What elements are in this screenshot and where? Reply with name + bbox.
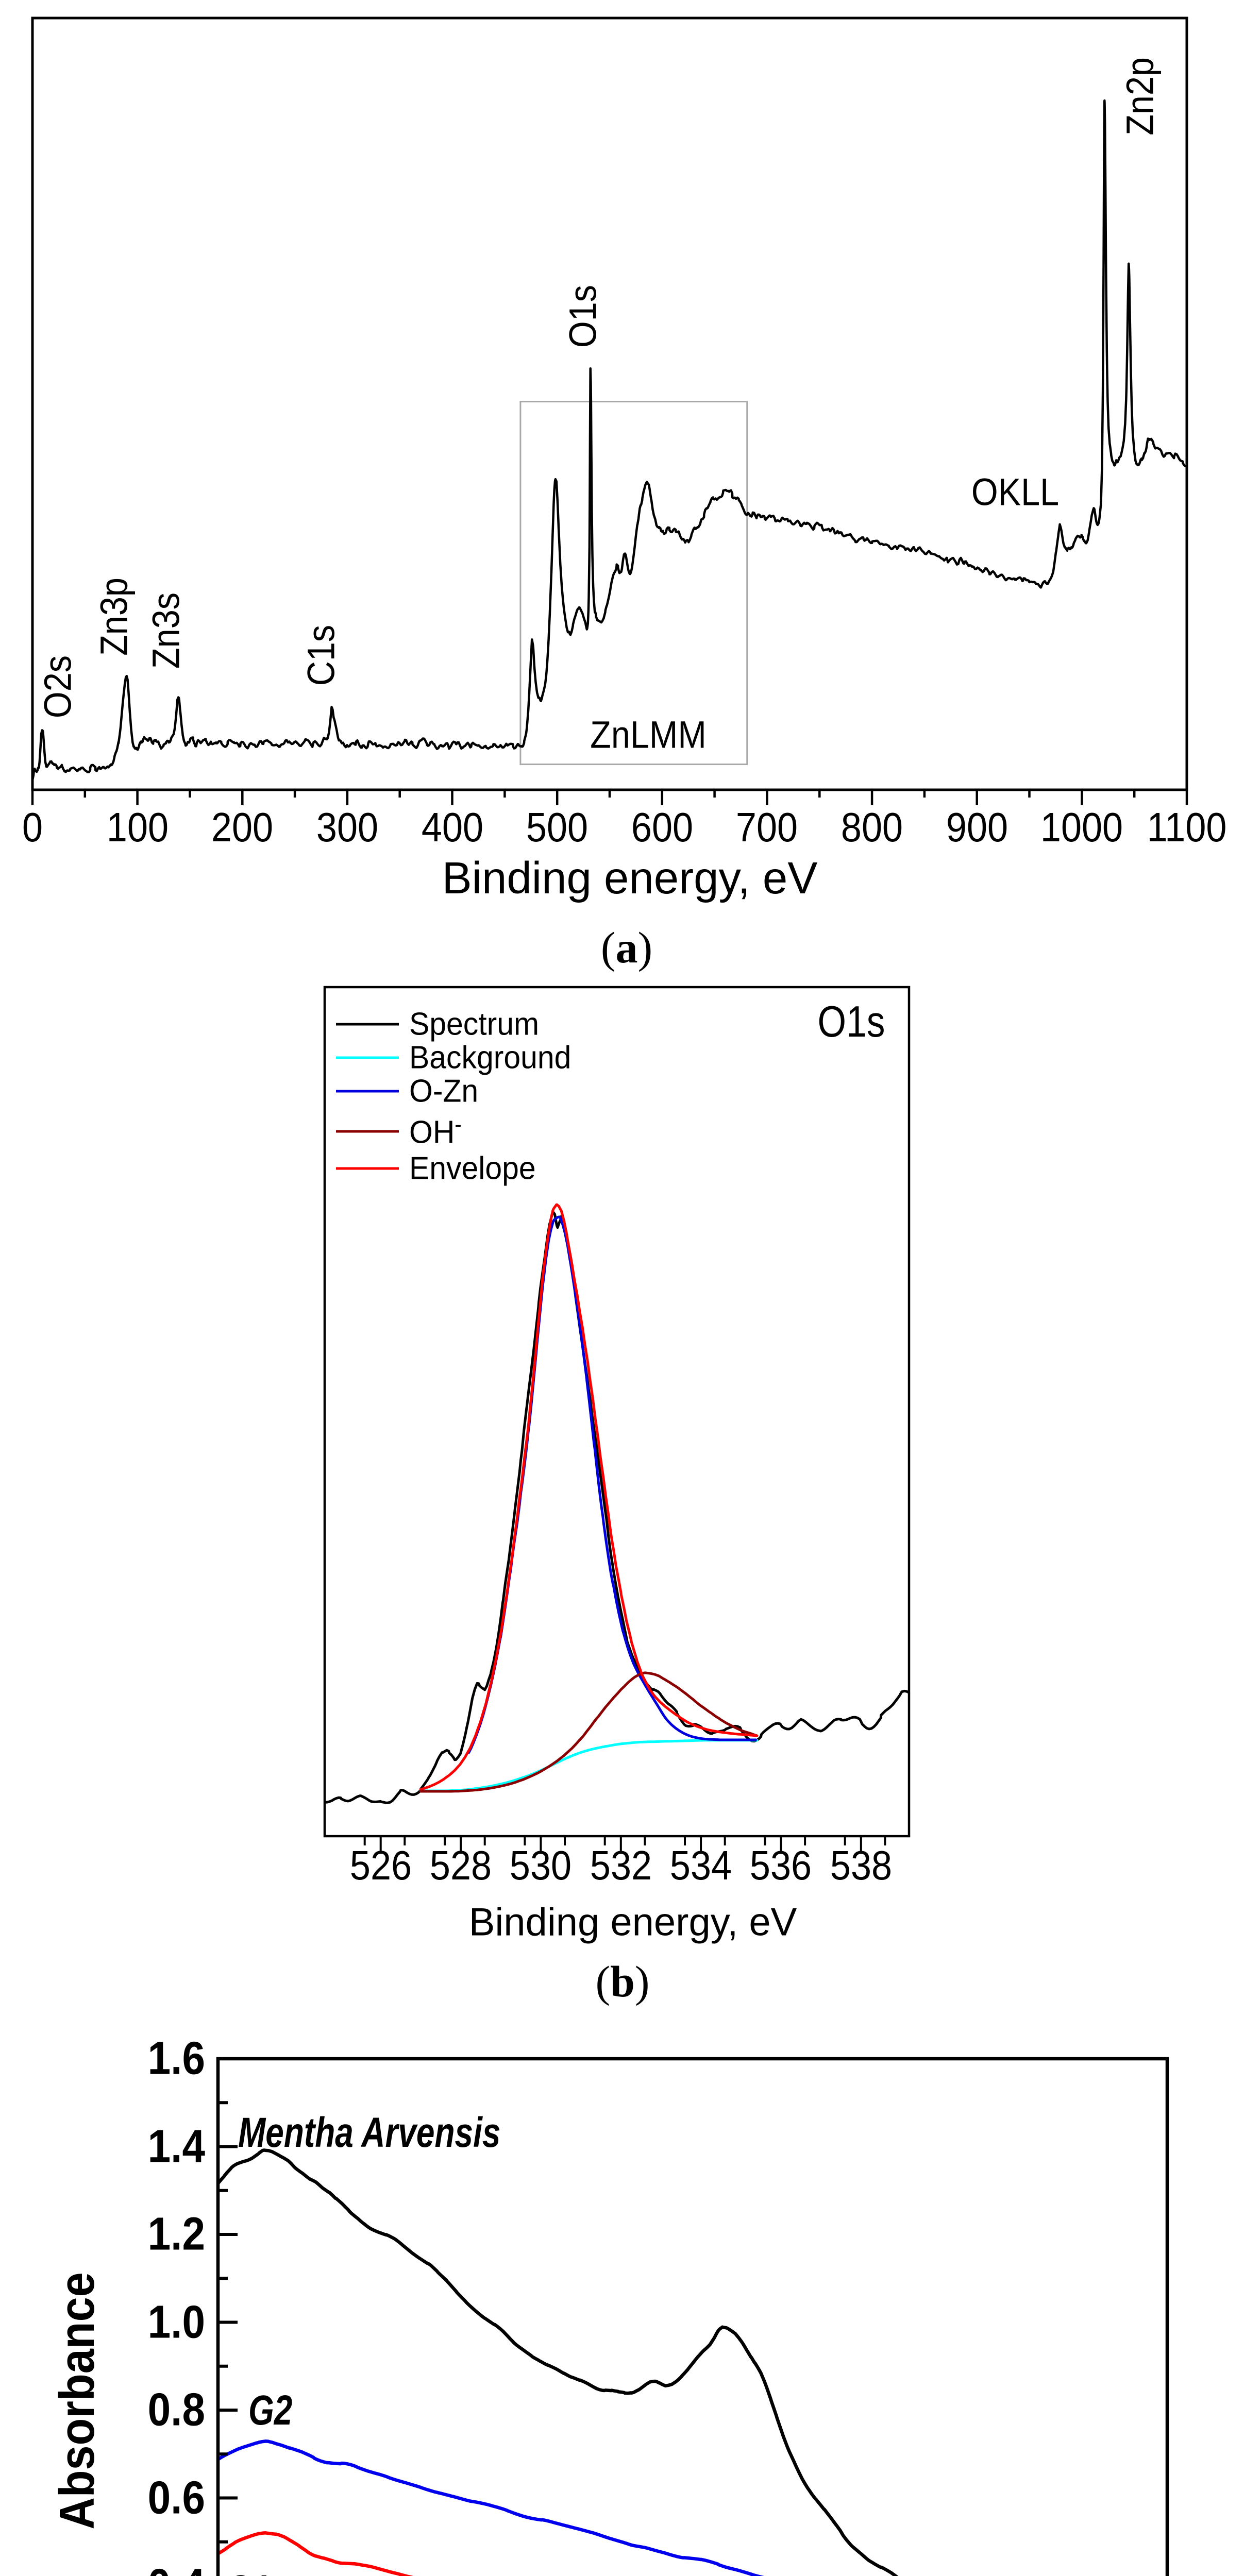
peak-label-o1s: O1s (561, 284, 604, 348)
legend-label-o-zn: O-Zn (409, 1073, 479, 1109)
panel-b-corner-label: O1s (817, 997, 885, 1046)
panel-c-y-axis-title: Absorbance (49, 2272, 105, 2530)
x-tick-label-532: 532 (590, 1842, 652, 1888)
y-tick-label-1.2: 1.2 (147, 2208, 205, 2260)
peak-label-o2s: O2s (36, 655, 79, 719)
legend-label-spectrum: Spectrum (409, 1006, 540, 1042)
panel-b-letter-close: ) (634, 1957, 650, 2006)
x-tick-label-538: 538 (830, 1842, 892, 1888)
y-tick-label-1.6: 1.6 (147, 2032, 205, 2084)
x-tick-label-0: 0 (22, 804, 43, 850)
y-tick-label-0.8: 0.8 (147, 2384, 205, 2436)
x-tick-label-100: 100 (106, 804, 169, 850)
panel-b-letter-char: b (610, 1957, 635, 2006)
y-tick-label-0.6: 0.6 (147, 2472, 205, 2523)
series-oh- (419, 1671, 759, 1793)
panel-a-letter-char: a (615, 923, 638, 972)
panel-a-plot (31, 16, 1188, 805)
legend-label-envelope: Envelope (409, 1150, 536, 1187)
series-g2 (218, 2439, 765, 2576)
peak-label-okll: OKLL (971, 470, 1060, 514)
peak-label-zn3p: Zn3p (92, 578, 136, 656)
x-tick-label-500: 500 (526, 804, 589, 850)
x-tick-label-300: 300 (316, 804, 378, 850)
y-tick-label-0.4: 0.4 (148, 2560, 205, 2576)
x-tick-label-528: 528 (430, 1842, 492, 1888)
x-tick-label-800: 800 (841, 804, 903, 850)
panel-a-letter-open: ( (600, 923, 616, 972)
legend-label-oh: OH- (409, 1112, 462, 1150)
legend-label-oh-superscript: - (455, 1112, 462, 1137)
x-tick-label-400: 400 (421, 804, 483, 850)
panel-b-letter: (b) (595, 1956, 649, 2007)
series-xps-survey-spectrum (32, 99, 1187, 782)
panel-b-letter-open: ( (595, 1957, 611, 2006)
x-tick-label-900: 900 (946, 804, 1008, 850)
series-background (419, 1739, 759, 1792)
peak-label-zn2p: Zn2p (1118, 57, 1162, 135)
x-tick-label-536: 536 (750, 1842, 812, 1888)
y-tick-label-1.4: 1.4 (147, 2121, 205, 2172)
series-envelope (419, 1203, 759, 1791)
x-tick-label-526: 526 (349, 1842, 412, 1888)
series-o-zn (467, 1215, 757, 1754)
panel-a-frame (31, 16, 1188, 791)
panel-b-x-axis-title: Binding energy, eV (468, 1900, 797, 1944)
peak-label-c1s: C1s (299, 624, 343, 686)
x-tick-label-1000: 1000 (1040, 804, 1123, 850)
series-spectrum (325, 1211, 909, 1804)
x-tick-label-700: 700 (736, 804, 798, 850)
x-tick-label-1100: 1100 (1147, 804, 1227, 850)
panel-b-frame (323, 986, 911, 1838)
legend-label-background: Background (409, 1040, 571, 1076)
x-tick-label-530: 530 (510, 1842, 572, 1888)
znlmm-region-box (519, 401, 748, 766)
series-g1 (218, 2531, 414, 2576)
x-tick-label-600: 600 (631, 804, 693, 850)
panel-b-plot (323, 986, 911, 1854)
peak-label-zn3s: Zn3s (144, 592, 188, 669)
y-tick-label-1.0: 1.0 (147, 2296, 205, 2348)
panel-a-letter: (a) (601, 922, 652, 973)
x-tick-label-200: 200 (211, 804, 274, 850)
curve-label-mentha-arvensis: Mentha Arvensis (238, 2109, 501, 2156)
curve-label-g2: G2 (248, 2387, 293, 2434)
region-label-znlmm: ZnLMM (590, 713, 707, 756)
panel-c-plot (216, 2057, 1169, 2576)
series-mentha-arvensis (218, 2148, 899, 2576)
x-tick-label-534: 534 (670, 1842, 732, 1888)
curve-label-g1: G1 (226, 2566, 270, 2576)
panel-a-letter-close: ) (637, 923, 653, 972)
panel-a-x-axis-title: Binding energy, eV (442, 853, 818, 903)
